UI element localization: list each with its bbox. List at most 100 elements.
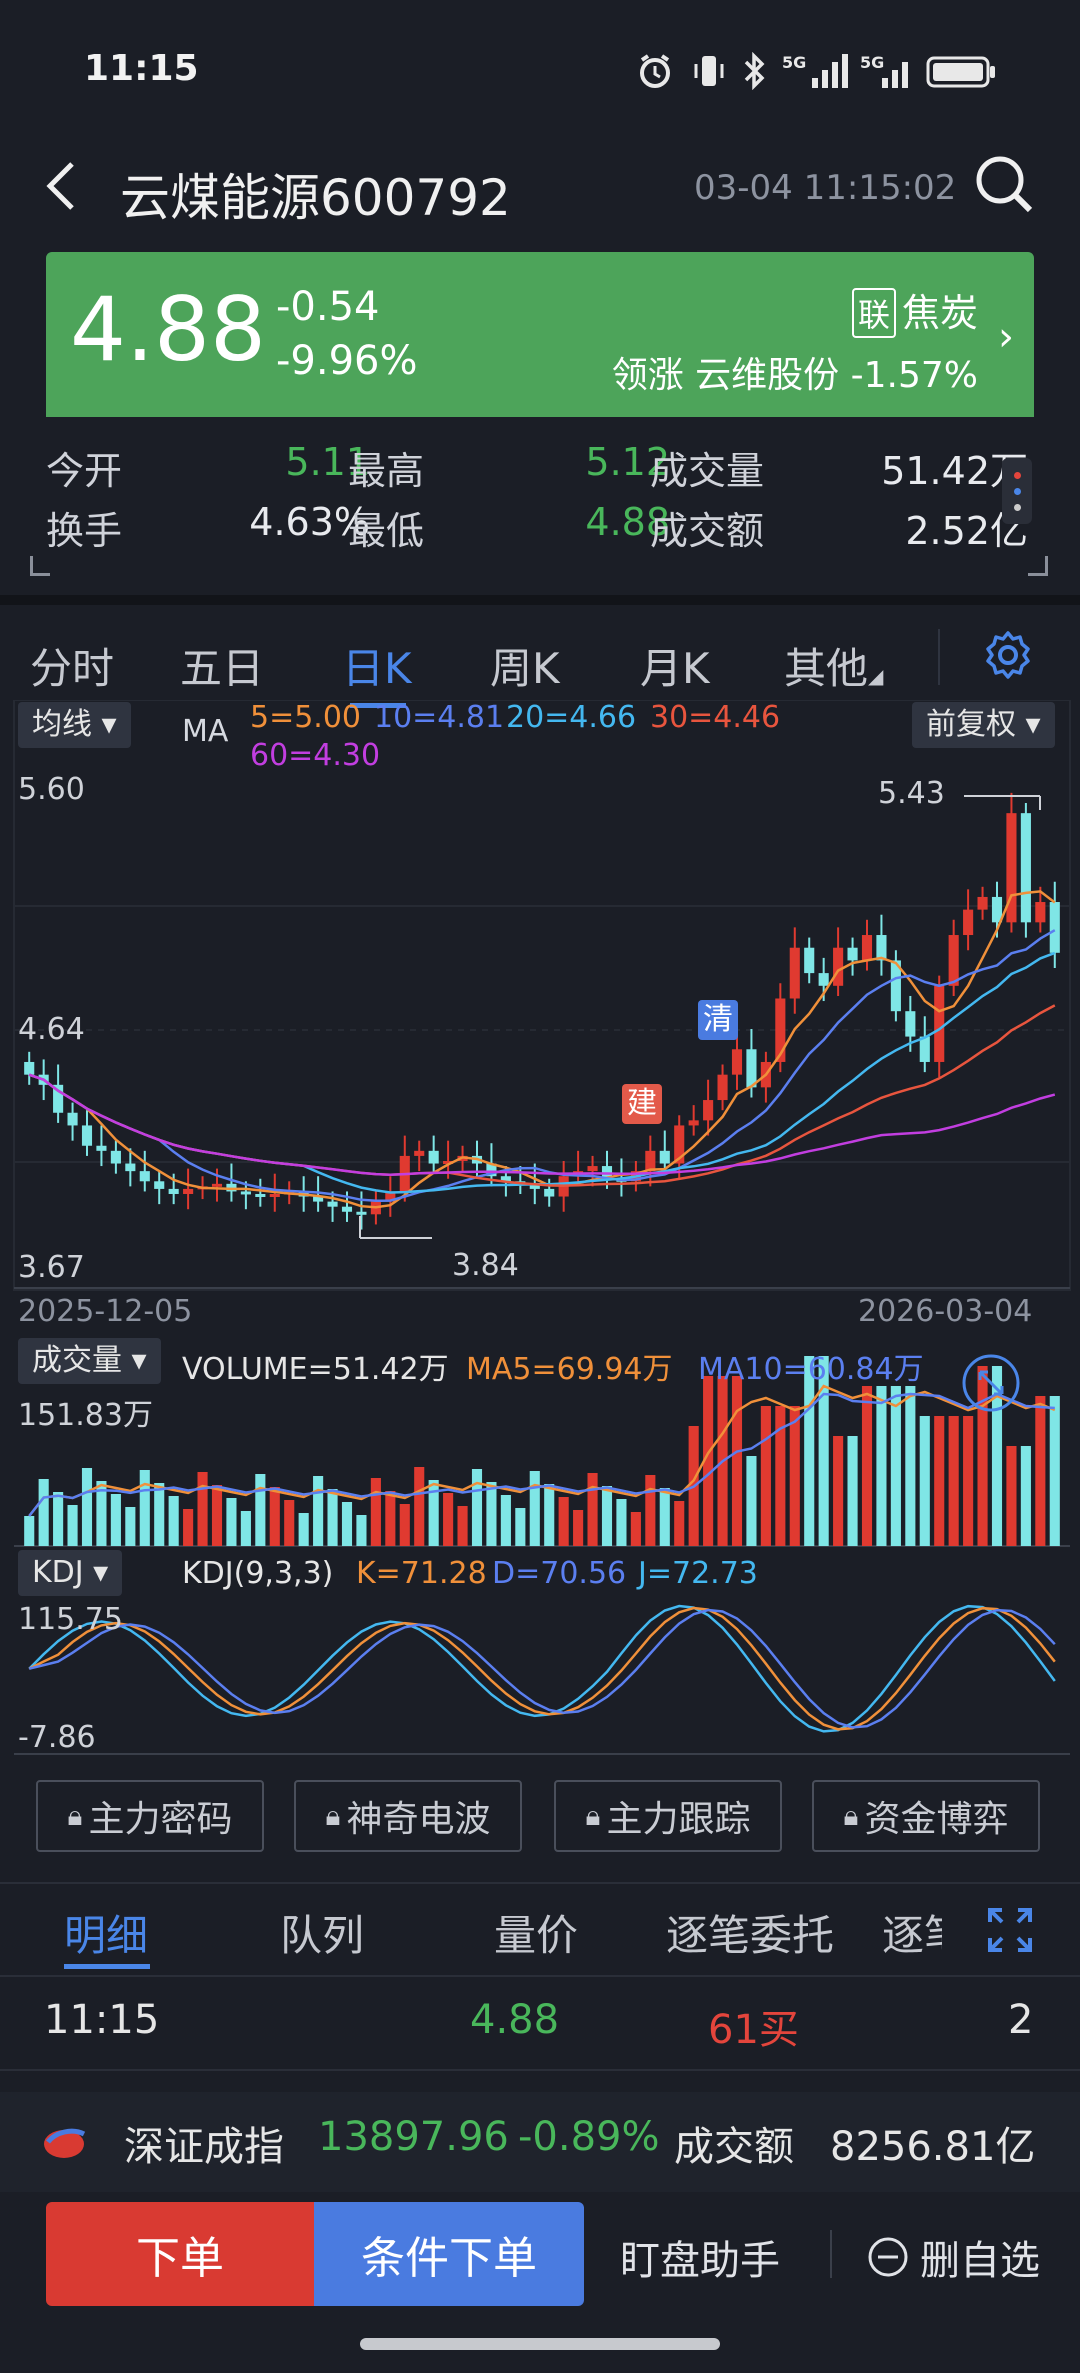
volume-bar — [529, 1471, 540, 1546]
tool-capital-game[interactable]: 🔒︎ 资金博弈 — [812, 1780, 1040, 1852]
ma-legend-label: MA — [182, 714, 229, 749]
status-bar: 11:15 5G 5G — [0, 0, 1080, 140]
candle-body — [1049, 902, 1060, 953]
volume-bar — [370, 1478, 381, 1546]
home-indicator[interactable] — [360, 2338, 720, 2350]
dot-icon — [1014, 488, 1021, 495]
tool-main-force-track[interactable]: 🔒︎ 主力跟踪 — [554, 1780, 782, 1852]
volume-bars — [24, 1356, 1060, 1546]
quote-card[interactable]: 4.88 -0.54 -9.96% 联焦炭 领涨 云维股份 -1.57% › — [46, 252, 1034, 417]
volume-bar — [183, 1509, 194, 1546]
volume-ma-lines — [28, 1384, 1056, 1517]
volume-bar — [486, 1482, 497, 1546]
caret-down-icon: ▾ — [93, 1555, 109, 1590]
volume-axis-top: 151.83万 — [18, 1398, 153, 1433]
min-price-label: 3.84 — [452, 1248, 519, 1283]
lock-icon: 🔒︎ — [585, 1799, 601, 1832]
candlestick-series — [24, 792, 1060, 1230]
tab-queue[interactable]: 队列 — [280, 1911, 365, 1960]
candle-body — [168, 1188, 179, 1194]
ma-dropdown[interactable]: 均线 ▾ — [18, 702, 131, 748]
volume-bar — [414, 1467, 425, 1546]
vibrate-icon — [690, 52, 728, 88]
dot-icon — [1014, 472, 1021, 479]
volume-bar — [948, 1416, 959, 1546]
chart-canvas[interactable] — [12, 699, 1072, 1758]
ma10-line — [28, 929, 1056, 1203]
tab-other[interactable]: 其他◢ — [784, 635, 883, 696]
tab-monthly-k[interactable]: 月K — [640, 644, 710, 693]
header-datetime: 03-04 11:15:02 — [694, 168, 957, 208]
volume-bar — [804, 1356, 815, 1546]
volume-bar — [977, 1366, 988, 1546]
candle-body — [674, 1125, 685, 1164]
volume-bar — [558, 1497, 569, 1546]
volume-bar — [67, 1505, 78, 1546]
chart-area[interactable]: 均线 ▾ MA 5=5.00 10=4.81 20=4.66 30=4.46 6… — [12, 699, 1072, 1758]
expand-chart-button[interactable] — [960, 1352, 1022, 1418]
order-button[interactable]: 下单 — [46, 2202, 314, 2306]
search-button[interactable] — [970, 150, 1040, 220]
dot-icon — [1014, 504, 1021, 511]
back-button[interactable] — [38, 150, 88, 220]
ma10-legend: 10=4.81 — [374, 700, 505, 735]
candle-body — [731, 1049, 743, 1075]
kdj-d: D=70.56 — [492, 1556, 627, 1591]
volume-bar — [298, 1513, 309, 1546]
volume-bar — [890, 1386, 901, 1546]
volume-bar — [789, 1406, 800, 1546]
volume-dropdown[interactable]: 成交量 ▾ — [18, 1338, 161, 1384]
remove-watchlist-button[interactable]: 删自选 — [866, 2228, 1040, 2286]
index-change: -0.89% — [518, 2114, 660, 2160]
conditional-order-button[interactable]: 条件下单 — [314, 2202, 584, 2306]
index-ticker[interactable]: 深证成指 13897.96 -0.89% 成交额 8256.81亿 — [0, 2092, 1080, 2192]
trade-volume: 61买 — [708, 2007, 799, 2053]
candle-body — [183, 1188, 194, 1194]
volume-bar — [154, 1483, 165, 1546]
tool-label: 神奇电波 — [346, 1799, 491, 1840]
volume-bar — [327, 1489, 338, 1546]
chart-settings-button[interactable] — [980, 627, 1036, 687]
lock-icon: 🔒︎ — [67, 1799, 83, 1832]
candle-body — [833, 947, 844, 986]
remove-label: 删自选 — [920, 2238, 1040, 2284]
tab-intraday[interactable]: 分时 — [30, 644, 115, 693]
tab-other-label: 其他 — [784, 644, 869, 693]
sector-tag[interactable]: 联焦炭 — [851, 282, 978, 338]
kdj-dropdown[interactable]: KDJ ▾ — [18, 1550, 123, 1596]
tool-magic-wave[interactable]: 🔒︎ 神奇电波 — [294, 1780, 522, 1852]
kdj-label: KDJ(9,3,3) — [182, 1556, 334, 1591]
tab-trade-by-trade[interactable]: 逐笔 — [882, 1911, 942, 1960]
tab-five-day[interactable]: 五日 — [180, 644, 265, 693]
kdj-axis-top: 115.75 — [18, 1602, 123, 1637]
volume-bar — [731, 1376, 743, 1546]
price-adjust-dropdown[interactable]: 前复权 ▾ — [912, 702, 1055, 748]
tab-detail[interactable]: 明细 — [64, 1911, 149, 1960]
volume-bar — [443, 1493, 454, 1546]
monitor-assistant-button[interactable]: 盯盘助手 — [620, 2238, 780, 2284]
tab-daily-k[interactable]: 日K — [342, 644, 412, 693]
candle-body — [703, 1100, 714, 1121]
tool-label: 主力跟踪 — [606, 1799, 751, 1840]
stat-volume: 51.42万 — [881, 449, 1028, 493]
kdj-axis-bottom: -7.86 — [18, 1720, 96, 1755]
volume-bar — [934, 1416, 945, 1546]
ma-dropdown-label: 均线 — [32, 707, 92, 742]
volume-bar — [905, 1386, 916, 1546]
more-dots-button[interactable] — [1002, 458, 1032, 524]
tool-main-force-code[interactable]: 🔒︎ 主力密码 — [36, 1780, 264, 1852]
tab-weekly-k[interactable]: 周K — [490, 644, 560, 693]
stat-amount-label: 成交额 — [650, 509, 765, 553]
index-amount-label: 成交额 — [674, 2124, 794, 2170]
clear-position-marker[interactable]: 清 — [698, 1000, 738, 1040]
tab-order-by-order[interactable]: 逐笔委托 — [666, 1911, 835, 1960]
fullscreen-button[interactable] — [986, 1906, 1034, 1958]
corner-bracket-left — [30, 556, 50, 576]
build-position-marker[interactable]: 建 — [622, 1084, 662, 1124]
tool-label: 主力密码 — [88, 1799, 233, 1840]
triangle-icon: ◢ — [868, 664, 884, 688]
caret-down-icon: ▾ — [1025, 707, 1041, 742]
candle-body — [977, 896, 988, 910]
tab-volume-price[interactable]: 量价 — [494, 1911, 579, 1960]
volume-bar — [255, 1474, 266, 1546]
